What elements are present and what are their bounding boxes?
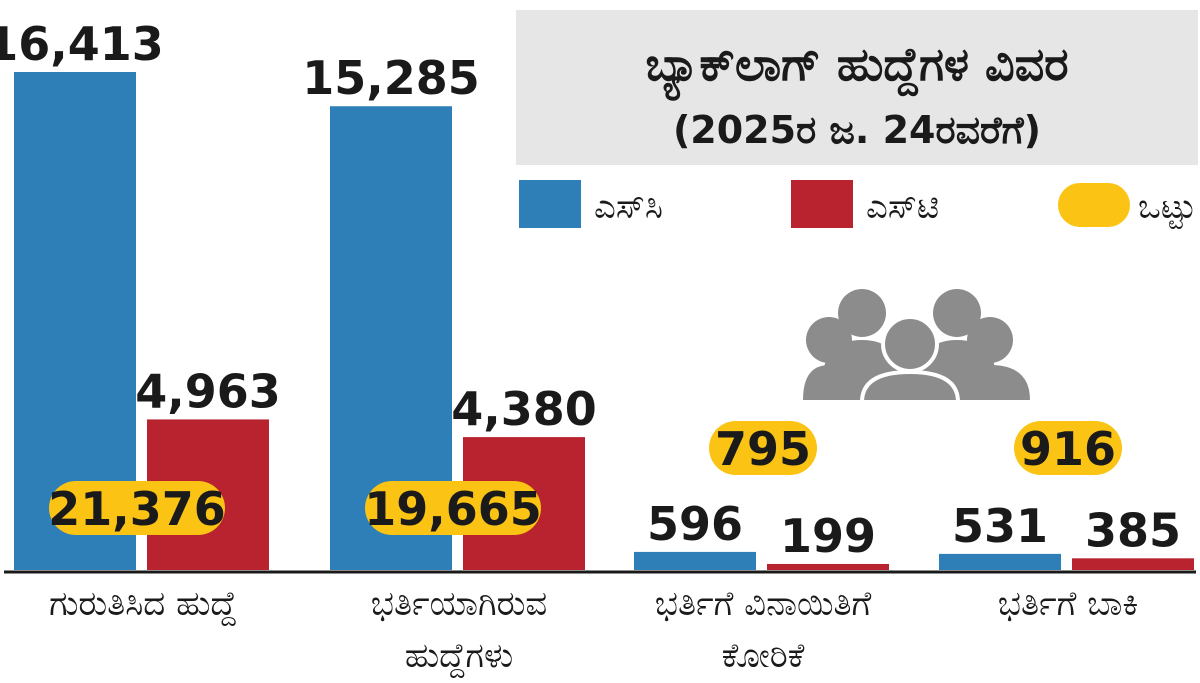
value-label-sc-2: 596 [647, 497, 743, 551]
value-label-sc-3: 531 [952, 499, 1048, 553]
category-label-2-line-0: ಭರ್ತಿಗೆ ವಿನಾಯಿತಿಗೆ [655, 584, 872, 624]
total-label-2: 795 [715, 422, 811, 476]
legend-label-sc: ಎಸ್‌ಸಿ [594, 187, 663, 227]
value-label-st-2: 199 [780, 509, 876, 563]
bar-sc-3 [939, 553, 1061, 570]
bar-st-3 [1072, 558, 1194, 570]
labels-layer: 16,413 4,963 21,376 ಗುರುತಿಸಿದ ಹುದ್ದೆ 15,285 4… [0, 17, 1181, 678]
value-label-sc-0: 16,413 [0, 17, 164, 71]
chart-title: ಬ್ಯಾಕ್‌ಲಾಗ್ ಹುದ್ದೆಗಳ ವಿವರ [645, 37, 1068, 101]
people-group-icon [803, 289, 1030, 404]
value-label-sc-1: 15,285 [302, 51, 480, 105]
total-label-3: 916 [1020, 422, 1116, 476]
total-pill-1 [365, 481, 541, 535]
legend: ಎಸ್‌ಸಿ ಎಸ್‌ಟಿ ಒಟ್ಟು [519, 180, 1196, 229]
legend-swatch-st [791, 180, 853, 228]
category-label-3-line-0: ಭರ್ತಿಗೆ ಬಾಕಿ [998, 584, 1139, 624]
category-label-2-line-1: ಕೋರಿಕೆ [722, 636, 805, 676]
total-pill-3 [1014, 421, 1122, 475]
legend-label-total: ಒಟ್ಟು [1138, 187, 1196, 229]
value-label-st-0: 4,963 [135, 364, 281, 418]
legend-label-st: ಎಸ್‌ಟಿ [866, 187, 939, 227]
bar-st-2 [767, 563, 889, 570]
total-pill-2 [709, 421, 817, 475]
chart-subtitle: (2025ರ ಜ. 24ರವರೆಗೆ) [673, 108, 1041, 152]
total-label-0: 21,376 [48, 482, 226, 536]
title-box [516, 10, 1198, 165]
total-pill-0 [49, 481, 225, 535]
category-label-0-line-0: ಗುರುತಿಸಿದ ಹುದ್ದೆ [49, 584, 237, 626]
value-label-st-1: 4,380 [451, 382, 597, 436]
legend-swatch-sc [519, 180, 581, 228]
bar-sc-2 [634, 551, 756, 570]
category-label-1-line-1: ಹುದ್ದೆಗಳು [405, 636, 513, 678]
category-label-1-line-0: ಭರ್ತಿಯಾಗಿರುವ [371, 584, 548, 624]
value-label-st-3: 385 [1085, 503, 1181, 557]
total-label-1: 19,665 [364, 482, 542, 536]
legend-swatch-total [1058, 183, 1130, 227]
